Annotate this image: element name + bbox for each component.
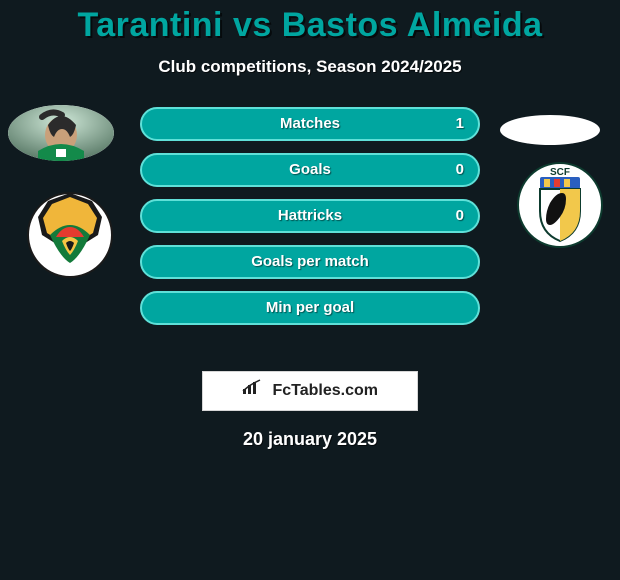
- bar-goals-per-match: Goals per match: [140, 245, 480, 279]
- bar-label: Goals per match: [251, 253, 369, 270]
- bar-value-right: 0: [456, 201, 464, 231]
- comparison-stage: SCF Matches 1 Goals 0: [0, 107, 620, 357]
- bar-label: Matches: [280, 115, 340, 132]
- date-label: 20 january 2025: [0, 429, 620, 450]
- subtitle: Club competitions, Season 2024/2025: [0, 57, 620, 77]
- player-left-avatar: [8, 105, 114, 161]
- chart-icon: [242, 372, 262, 410]
- bar-value-right: 0: [456, 155, 464, 185]
- bar-hattricks: Hattricks 0: [140, 199, 480, 233]
- site-logo-text: FcTables.com: [272, 372, 378, 410]
- site-logo: FcTables.com: [202, 371, 418, 411]
- bar-goals: Goals 0: [140, 153, 480, 187]
- club-left-crest: [20, 185, 120, 285]
- bar-label: Hattricks: [278, 207, 342, 224]
- bar-matches: Matches 1: [140, 107, 480, 141]
- page-title: Tarantini vs Bastos Almeida: [0, 6, 620, 45]
- player-right-avatar: [500, 115, 600, 145]
- club-right-crest: SCF: [510, 155, 610, 255]
- bar-value-right: 1: [456, 109, 464, 139]
- svg-text:SCF: SCF: [550, 167, 570, 178]
- bar-min-per-goal: Min per goal: [140, 291, 480, 325]
- bar-label: Min per goal: [266, 299, 354, 316]
- stat-bars: Matches 1 Goals 0 Hattricks 0 Goals per …: [140, 107, 480, 337]
- bar-label: Goals: [289, 161, 331, 178]
